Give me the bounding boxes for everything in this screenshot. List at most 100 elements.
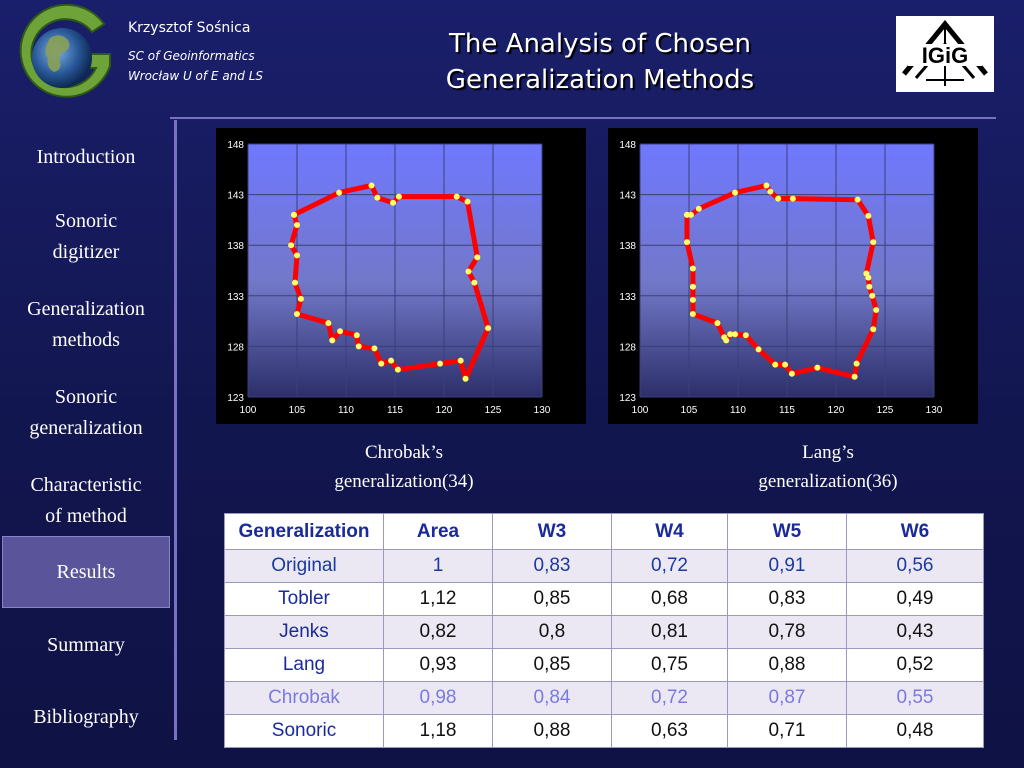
x-tick-label: 125 bbox=[485, 405, 502, 416]
author-block: Krzysztof Sośnica SC of Geoinformatics W… bbox=[128, 20, 263, 86]
cell-w4: 0,81 bbox=[611, 615, 728, 649]
y-tick-label: 143 bbox=[227, 191, 244, 202]
caption-line-1: Lang’s bbox=[802, 442, 854, 463]
data-point bbox=[294, 311, 300, 318]
data-point bbox=[355, 343, 362, 350]
y-tick-label: 123 bbox=[619, 393, 636, 404]
nav-item-results[interactable]: Results bbox=[2, 536, 170, 608]
cell-area: 1 bbox=[383, 549, 493, 583]
nav-item-summary[interactable]: Summary bbox=[0, 630, 172, 661]
data-point bbox=[727, 331, 734, 338]
nav-label: Sonoric bbox=[54, 386, 118, 408]
sidebar-divider bbox=[174, 120, 177, 740]
cell-w6: 0,56 bbox=[846, 549, 984, 583]
data-point bbox=[865, 212, 872, 219]
col-header-w4: W4 bbox=[611, 513, 728, 550]
x-tick-label: 130 bbox=[926, 405, 943, 416]
col-header-w3: W3 bbox=[492, 513, 612, 550]
col-header-w5: W5 bbox=[727, 513, 847, 550]
data-point bbox=[732, 331, 739, 338]
cell-w3: 0,88 bbox=[492, 714, 612, 748]
nav-item-introduction[interactable]: Introduction bbox=[0, 142, 172, 173]
nav-label: Sonoric bbox=[54, 210, 118, 232]
table-row: Sonoric 1,18 0,88 0,63 0,71 0,48 bbox=[224, 714, 984, 748]
cell-area: 0,93 bbox=[383, 648, 493, 682]
table-row: Jenks 0,82 0,8 0,81 0,78 0,43 bbox=[224, 615, 984, 649]
x-tick-label: 105 bbox=[289, 405, 306, 416]
data-point bbox=[329, 337, 336, 344]
data-point bbox=[870, 239, 877, 246]
data-point bbox=[457, 357, 464, 364]
nav-item-bibliography[interactable]: Bibliography bbox=[0, 702, 172, 733]
data-point bbox=[695, 205, 702, 212]
cell-w4: 0,63 bbox=[611, 714, 728, 748]
table-row: Tobler 1,12 0,85 0,68 0,83 0,49 bbox=[224, 582, 984, 616]
cell-w5: 0,91 bbox=[727, 549, 847, 583]
data-point bbox=[485, 325, 492, 332]
data-point bbox=[789, 195, 796, 202]
data-point bbox=[474, 254, 481, 261]
cell-area: 0,82 bbox=[383, 615, 493, 649]
nav-label: Bibliography bbox=[33, 706, 139, 728]
data-point bbox=[772, 361, 779, 368]
y-tick-label: 143 bbox=[619, 191, 636, 202]
cell-w3: 0,83 bbox=[492, 549, 612, 583]
col-header-generalization: Generalization bbox=[224, 513, 384, 550]
nav-label-line-2: digitizer bbox=[52, 241, 120, 263]
affiliation-line-2: Wrocław U of E and LS bbox=[128, 69, 264, 83]
cell-w5: 0,87 bbox=[727, 681, 847, 715]
data-point bbox=[742, 332, 749, 339]
lang-chart: 100 105 110 115 120 125 130 123 128 133 138 143 148 bbox=[608, 128, 978, 424]
row-method: Original bbox=[224, 549, 384, 583]
data-point bbox=[755, 346, 762, 353]
nav-item-sonoric-generalization[interactable]: Sonoric generalization bbox=[0, 382, 172, 444]
data-point bbox=[767, 188, 774, 195]
x-tick-label: 105 bbox=[681, 405, 698, 416]
data-point bbox=[337, 328, 344, 335]
data-point bbox=[853, 360, 860, 367]
data-point bbox=[870, 326, 877, 333]
cell-area: 0,98 bbox=[383, 681, 493, 715]
data-point bbox=[714, 320, 721, 327]
col-header-w6: W6 bbox=[846, 513, 984, 550]
data-point bbox=[294, 252, 300, 259]
row-method: Tobler bbox=[224, 582, 384, 616]
x-tick-label: 115 bbox=[779, 405, 795, 416]
data-point bbox=[462, 375, 469, 382]
nav-label-line-2: generalization bbox=[29, 417, 143, 439]
y-tick-label: 128 bbox=[227, 342, 244, 353]
data-point bbox=[869, 292, 876, 299]
slide-title-line-1: The Analysis of Chosen bbox=[449, 29, 751, 59]
nav-item-characteristic-of-method[interactable]: Characteristic of method bbox=[0, 470, 172, 532]
cell-w5: 0,71 bbox=[727, 714, 847, 748]
nav-item-sonoric-digitizer[interactable]: Sonoric digitizer bbox=[0, 206, 172, 268]
data-point bbox=[865, 274, 872, 281]
data-point bbox=[394, 366, 401, 373]
cell-w4: 0,68 bbox=[611, 582, 728, 616]
caption-line-1: Chrobak’s bbox=[364, 442, 444, 463]
x-tick-label: 110 bbox=[338, 405, 354, 416]
data-point bbox=[294, 221, 300, 228]
data-point bbox=[390, 199, 397, 206]
data-point bbox=[374, 194, 381, 201]
x-tick-label: 110 bbox=[730, 405, 746, 416]
caption-line-2: generalization(34) bbox=[334, 471, 474, 492]
cell-w5: 0,83 bbox=[727, 582, 847, 616]
chrobak-caption: Chrobak’s generalization(34) bbox=[284, 438, 524, 496]
x-tick-label: 100 bbox=[240, 405, 257, 416]
cell-area: 1,18 bbox=[383, 714, 493, 748]
data-point bbox=[336, 189, 343, 196]
data-point bbox=[353, 332, 360, 339]
data-point bbox=[782, 361, 789, 368]
x-tick-label: 125 bbox=[877, 405, 894, 416]
nav-label: Summary bbox=[47, 634, 125, 656]
table-header-row: Generalization Area W3 W4 W5 W6 bbox=[224, 513, 984, 550]
results-table: Generalization Area W3 W4 W5 W6 Original… bbox=[224, 513, 984, 748]
data-point bbox=[775, 195, 782, 202]
cell-w3: 0,85 bbox=[492, 582, 612, 616]
cell-w3: 0,8 bbox=[492, 615, 612, 649]
table-row: Chrobak 0,98 0,84 0,72 0,87 0,55 bbox=[224, 681, 984, 715]
nav-item-generalization-methods[interactable]: Generalization methods bbox=[0, 294, 172, 356]
cell-w6: 0,43 bbox=[846, 615, 984, 649]
cell-w5: 0,78 bbox=[727, 615, 847, 649]
